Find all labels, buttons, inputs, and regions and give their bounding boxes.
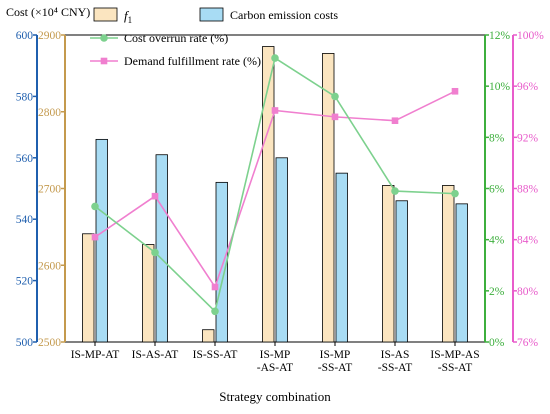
y-tick-label-f1-2: 2700 [38, 184, 61, 196]
axes-layer: IS-MP-AT IS-AS-AT IS-SS-AT IS-MP-AS-ATIS-MP… [16, 30, 545, 374]
x-tick-label-IS-SS-AT: IS-SS-AT [193, 349, 238, 361]
legend-marker-demand [100, 57, 108, 65]
y-tick-label-overrun-2: 4% [489, 235, 505, 247]
x-tick-label-IS-MP-AS-SS-AT-line2: -SS-AT [438, 362, 473, 374]
bar-carbon-IS-MP-AS-AT [275, 157, 288, 343]
y-tick-label-overrun-4: 8% [489, 132, 505, 144]
y-tick-label-f1-0: 2500 [38, 337, 61, 349]
point-overrun-IS-MP-AT [91, 202, 99, 211]
y-tick-label-f1-1: 2600 [38, 260, 61, 272]
bar-f1-IS-MP-SS-AT [322, 53, 335, 343]
point-overrun-IS-AS-SS-AT [391, 187, 399, 195]
x-tick-label-IS-AS-SS-AT-line1: IS-AS [381, 349, 410, 361]
y-tick-label-demand-1: 80% [517, 286, 539, 298]
bar-f1-IS-MP-AT [82, 233, 95, 343]
y-tick-label-carbon-4: 580 [16, 91, 34, 103]
bar-carbon-IS-AS-SS-AT [395, 200, 408, 343]
y-tick-label-overrun-1: 2% [489, 286, 505, 298]
y-tick-label-carbon-3: 560 [16, 153, 34, 165]
x-tick-label-IS-MP-AS-AT-line2: -AS-AT [257, 362, 293, 374]
x-tick-label-IS-AS-SS-AT-line2: -SS-AT [378, 362, 413, 374]
y-axis-title: Cost (×10⁴ CNY) [6, 5, 90, 19]
point-demand-IS-SS-AT [211, 283, 219, 291]
point-overrun-IS-AS-AT [151, 248, 159, 257]
x-tick-label-IS-MP-AS-AT-line1: IS-MP [260, 349, 291, 361]
point-demand-IS-AS-AT [151, 192, 159, 200]
x-tick-label-IS-MP-SS-AT-line1: IS-MP [320, 349, 351, 361]
point-overrun-IS-MP-AS-AT [271, 54, 279, 62]
y-tick-label-f1-4: 2900 [38, 30, 61, 42]
y-tick-label-demand-6: 100% [517, 30, 544, 42]
legend-swatch-f1 [93, 7, 118, 22]
y-tick-label-demand-4: 92% [517, 132, 539, 144]
point-overrun-IS-MP-SS-AT [331, 92, 339, 101]
point-overrun-IS-MP-AS-SS-AT [451, 189, 459, 198]
y-tick-label-overrun-6: 12% [489, 30, 511, 42]
legend-marker-overrun [100, 34, 108, 42]
y-tick-label-carbon-2: 540 [16, 214, 34, 226]
bar-f1-IS-MP-AS-AT [262, 46, 275, 343]
bars-layer [82, 46, 468, 343]
y-tick-label-carbon-5: 600 [16, 30, 34, 42]
y-tick-label-demand-0: 76% [517, 337, 539, 349]
plot-frame [65, 34, 485, 343]
legend-label-demand: Demand fulfillment rate (%) [124, 54, 261, 68]
bar-f1-IS-SS-AT [202, 329, 215, 343]
bar-carbon-IS-MP-SS-AT [335, 172, 348, 343]
y-tick-label-overrun-3: 6% [489, 184, 505, 196]
x-tick-label-IS-MP-AS-SS-AT-line1: IS-MP-AS [430, 349, 479, 361]
y-tick-label-carbon-1: 520 [16, 276, 34, 288]
y-tick-label-demand-3: 88% [517, 184, 539, 196]
point-demand-IS-AS-SS-AT [391, 117, 399, 125]
bar-f1-IS-AS-SS-AT [382, 185, 395, 343]
bar-carbon-IS-MP-AT [95, 138, 108, 343]
x-tick-label-IS-AS-AT: IS-AS-AT [132, 349, 179, 361]
legend-label-overrun: Cost overrun rate (%) [124, 31, 228, 45]
legend-label-carbon: Carbon emission costs [230, 8, 338, 22]
y-tick-label-carbon-0: 500 [16, 337, 34, 349]
point-demand-IS-MP-AS-AT [271, 107, 279, 114]
bar-f1-IS-MP-AS-SS-AT [442, 185, 455, 343]
bar-carbon-IS-SS-AT [215, 181, 228, 343]
point-overrun-IS-SS-AT [211, 307, 219, 316]
x-axis-title: Strategy combination [219, 389, 331, 404]
bar-carbon-IS-AS-AT [155, 154, 168, 343]
point-demand-IS-MP-AT [91, 233, 99, 241]
point-demand-IS-MP-AS-SS-AT [451, 87, 459, 95]
legend-swatch-carbon [199, 7, 224, 22]
bar-f1-IS-AS-AT [142, 244, 155, 343]
lines-layer [91, 54, 459, 316]
x-tick-label-IS-MP-SS-AT-line2: -SS-AT [318, 362, 353, 374]
legend: f1 Carbon emission costs Cost overrun ra… [90, 7, 338, 68]
x-tick-label-IS-MP-AT: IS-MP-AT [71, 349, 120, 361]
y-tick-label-demand-2: 84% [517, 235, 539, 247]
point-demand-IS-MP-SS-AT [331, 113, 339, 121]
bar-carbon-IS-MP-AS-SS-AT [455, 203, 468, 343]
y-tick-label-overrun-0: 0% [489, 337, 505, 349]
legend-label-f1: f1 [124, 8, 132, 25]
y-tick-label-demand-5: 96% [517, 81, 539, 93]
y-tick-label-overrun-5: 10% [489, 81, 511, 93]
y-tick-label-f1-3: 2800 [38, 107, 61, 119]
